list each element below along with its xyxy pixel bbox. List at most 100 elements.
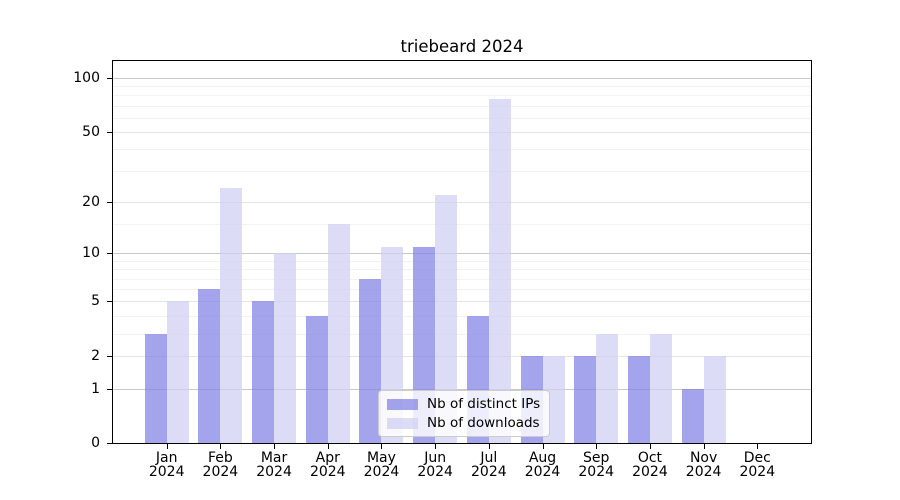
y-tick-mark-2	[107, 356, 113, 358]
x-tick-label-aug: Aug 2024	[513, 452, 573, 479]
gridline-minor-80	[113, 95, 811, 97]
bar-apr-nb-of-downloads	[327, 223, 350, 444]
bar-nov-nb-of-distinct-ips	[681, 388, 704, 444]
bar-may-nb-of-distinct-ips	[359, 278, 382, 444]
x-tick-label-may: May 2024	[351, 452, 411, 479]
x-tick-year: 2024	[471, 463, 507, 480]
legend-swatch-downloads	[387, 417, 418, 429]
y-tick-mark-5	[107, 301, 113, 303]
x-tick-mark-jun	[435, 443, 437, 450]
x-tick-label-oct: Oct 2024	[620, 452, 680, 479]
x-tick-mark-apr	[327, 443, 329, 450]
x-tick-mark-jan	[166, 443, 168, 450]
x-tick-month: Jan	[155, 450, 178, 467]
x-tick-label-mar: Mar 2024	[244, 452, 304, 479]
gridline-100	[113, 77, 811, 79]
x-tick-mark-may	[381, 443, 383, 450]
x-tick-year: 2024	[256, 463, 292, 480]
bar-jan-nb-of-downloads	[166, 301, 189, 444]
x-tick-month: Jul	[480, 450, 498, 467]
x-tick-label-apr: Apr 2024	[298, 452, 358, 479]
gridline-2	[113, 356, 811, 358]
bar-mar-nb-of-downloads	[274, 253, 297, 444]
x-tick-year: 2024	[578, 463, 615, 480]
x-tick-label-dec: Dec 2024	[727, 452, 787, 479]
y-tick-mark-20	[107, 202, 113, 204]
x-tick-mark-dec	[757, 443, 759, 450]
y-tick-mark-100	[107, 77, 113, 79]
x-tick-year: 2024	[685, 463, 722, 480]
x-tick-month: Feb	[207, 450, 233, 467]
x-tick-year: 2024	[524, 463, 561, 480]
x-tick-month: Oct	[637, 450, 663, 467]
legend-swatch-distinct-ips	[387, 398, 418, 410]
x-tick-label-jun: Jun 2024	[405, 452, 465, 479]
gridline-minor-60	[113, 117, 811, 119]
bar-oct-nb-of-downloads	[649, 333, 672, 444]
y-tick-label-5: 5	[91, 293, 100, 310]
x-tick-month: Dec	[743, 450, 771, 467]
plot-area	[113, 61, 811, 444]
gridline-minor-30	[113, 171, 811, 173]
legend-label-distinct-ips: Nb of distinct IPs	[427, 396, 541, 412]
bar-feb-nb-of-downloads	[220, 188, 243, 444]
x-tick-month: Mar	[260, 450, 288, 467]
x-tick-mark-mar	[274, 443, 276, 450]
x-tick-month: Aug	[528, 450, 557, 467]
x-tick-month: Sep	[583, 450, 610, 467]
bar-apr-nb-of-distinct-ips	[305, 315, 328, 444]
gridline-minor-9	[113, 261, 811, 263]
x-tick-label-jul: Jul 2024	[459, 452, 519, 479]
x-tick-month: Apr	[315, 450, 340, 467]
x-tick-month: Nov	[689, 450, 718, 467]
x-tick-year: 2024	[739, 463, 776, 480]
y-tick-mark-50	[107, 132, 113, 133]
gridline-minor-70	[113, 105, 811, 107]
bar-nov-nb-of-downloads	[703, 356, 726, 444]
x-tick-year: 2024	[148, 463, 185, 480]
x-tick-mark-aug	[542, 443, 544, 450]
gridline-50	[113, 132, 811, 133]
gridline-20	[113, 202, 811, 204]
y-tick-mark-0	[107, 443, 113, 445]
bar-jun-nb-of-downloads	[435, 195, 458, 444]
bar-sep-nb-of-downloads	[596, 333, 619, 444]
bar-feb-nb-of-distinct-ips	[198, 289, 221, 444]
gridline-minor-4	[113, 315, 811, 317]
gridline-minor-3	[113, 333, 811, 335]
legend-item-distinct-ips: Nb of distinct IPs	[387, 396, 540, 412]
y-tick-label-20: 20	[82, 194, 100, 211]
bar-jan-nb-of-distinct-ips	[144, 333, 167, 444]
bar-sep-nb-of-distinct-ips	[574, 356, 597, 444]
x-tick-mark-feb	[220, 443, 222, 450]
y-tick-mark-10	[107, 253, 113, 255]
y-tick-label-50: 50	[82, 124, 100, 140]
x-tick-label-jan: Jan 2024	[137, 452, 197, 479]
x-tick-year: 2024	[309, 463, 346, 480]
y-tick-label-10: 10	[82, 245, 100, 262]
legend: Nb of distinct IPs Nb of downloads	[378, 390, 551, 437]
x-tick-month: Jun	[424, 450, 447, 467]
gridline-minor-7	[113, 278, 811, 280]
x-tick-year: 2024	[363, 463, 400, 480]
x-tick-label-nov: Nov 2024	[674, 452, 734, 479]
x-tick-mark-oct	[649, 443, 651, 450]
y-tick-label-2: 2	[91, 348, 100, 365]
legend-item-downloads: Nb of downloads	[387, 415, 540, 431]
y-tick-mark-1	[107, 388, 113, 390]
bar-oct-nb-of-distinct-ips	[627, 356, 650, 444]
y-tick-label-1: 1	[91, 380, 100, 397]
gridline-minor-90	[113, 86, 811, 88]
x-tick-label-feb: Feb 2024	[190, 452, 250, 479]
gridline-1	[113, 388, 811, 390]
x-tick-year: 2024	[202, 463, 239, 480]
x-tick-label-sep: Sep 2024	[566, 452, 626, 479]
chart-title: triebeard 2024	[400, 37, 524, 56]
gridline-5	[113, 301, 811, 303]
x-tick-mark-sep	[596, 443, 598, 450]
x-tick-mark-nov	[703, 443, 705, 450]
bar-mar-nb-of-distinct-ips	[252, 301, 275, 444]
gridline-minor-8	[113, 269, 811, 271]
x-tick-month: May	[366, 450, 396, 467]
